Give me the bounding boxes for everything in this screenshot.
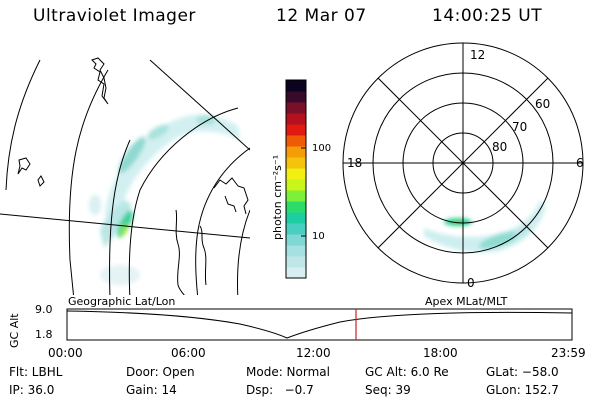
timeline-tick-2359: 23:59 <box>551 346 586 360</box>
geo-aurora-emission <box>89 114 240 285</box>
polar-label-mlat-70: 70 <box>512 120 528 134</box>
timeline-tick-1800: 18:00 <box>423 346 458 360</box>
timeline-plot <box>66 308 573 341</box>
timeline-y-top: 9.0 <box>35 303 53 316</box>
info-gain: Gain: 14 <box>126 383 177 397</box>
colorbar-block <box>286 245 306 257</box>
info-seq: Seq: 39 <box>365 383 411 397</box>
colorbar-block <box>286 267 306 279</box>
info-gc-alt: GC Alt: 6.0 Re <box>365 365 449 379</box>
colorbar-tick-100: 100 <box>312 143 332 154</box>
timeline-left-title: Geographic Lat/Lon <box>68 295 176 308</box>
colorbar-block <box>286 179 306 191</box>
timeline-axis-label: GC Alt <box>8 313 21 348</box>
info-dsp: Dsp: −0.7 <box>246 383 314 397</box>
polar-aurora-emission <box>424 200 546 253</box>
colorbar-block <box>286 91 306 103</box>
colorbar-block <box>286 102 306 114</box>
colorbar-unit-label: photon cm⁻²s⁻¹ <box>271 154 284 240</box>
colorbar-tick-10: 10 <box>312 231 325 242</box>
timeline-right-title: Apex MLat/MLT <box>425 295 508 308</box>
colorbar-block <box>286 157 306 169</box>
timeline-tick-0000: 00:00 <box>48 346 83 360</box>
colorbar-block <box>286 223 306 235</box>
polar-label-mlat-60: 60 <box>535 97 551 111</box>
info-door: Door: Open <box>126 365 195 379</box>
colorbar-block <box>286 256 306 268</box>
colorbar-block <box>286 80 306 92</box>
info-glon: GLon: 152.7 <box>486 383 559 397</box>
colorbar-block <box>286 212 306 224</box>
colorbar-block <box>286 201 306 213</box>
timeline-y-bottom: 1.8 <box>35 328 53 341</box>
polar-plot <box>342 42 584 284</box>
observation-time: 14:00:25 UT <box>432 6 543 26</box>
polar-label-mlt-6: 6 <box>576 156 584 170</box>
observation-date: 12 Mar 07 <box>276 6 367 26</box>
colorbar-block <box>286 124 306 136</box>
colorbar-block <box>286 146 306 158</box>
info-mode: Mode: Normal <box>246 365 330 379</box>
polar-label-mlt-18: 18 <box>347 156 363 170</box>
geographic-map <box>0 57 250 295</box>
info-ip: IP: 36.0 <box>9 383 55 397</box>
timeline-tick-1200: 12:00 <box>296 346 331 360</box>
polar-label-mlat-80: 80 <box>492 140 508 154</box>
instrument-title: Ultraviolet Imager <box>33 6 196 26</box>
timeline-tick-0600: 06:00 <box>171 346 206 360</box>
colorbar-block <box>286 234 306 246</box>
polar-label-mlt-0: 0 <box>467 276 475 290</box>
colorbar-block <box>286 190 306 202</box>
colorbar-blocks <box>286 80 306 279</box>
colorbar <box>285 79 307 279</box>
info-filter: Flt: LBHL <box>9 365 63 379</box>
colorbar-block <box>286 113 306 125</box>
colorbar-block <box>286 135 306 147</box>
polar-label-mlt-12: 12 <box>470 48 486 62</box>
colorbar-block <box>286 168 306 180</box>
info-glat: GLat: −58.0 <box>486 365 559 379</box>
